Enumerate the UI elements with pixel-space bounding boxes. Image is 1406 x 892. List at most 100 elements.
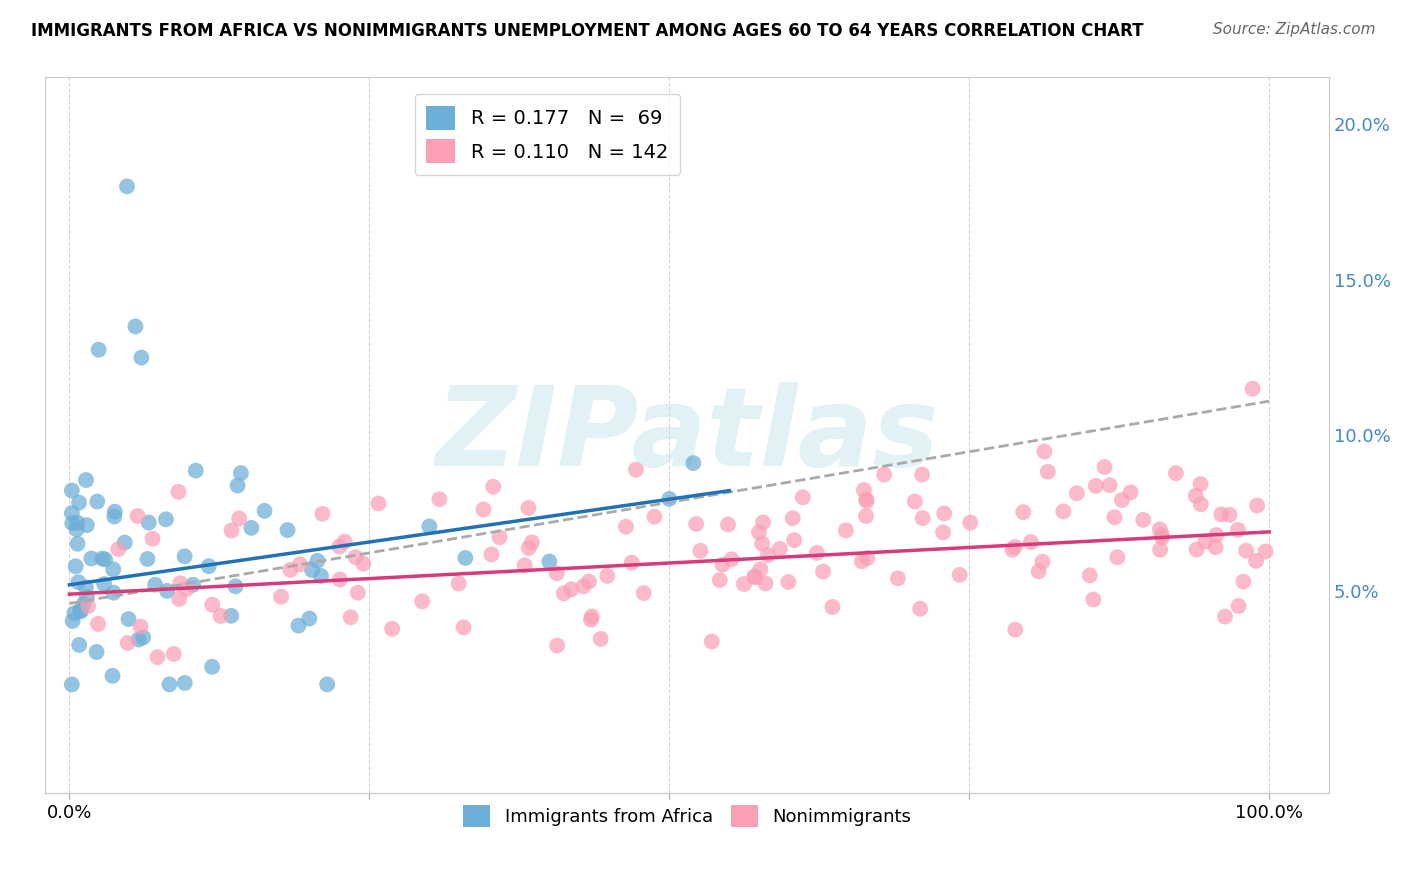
Point xyxy=(578,574,600,589)
Point xyxy=(769,541,792,556)
Point xyxy=(620,556,643,570)
Point xyxy=(1254,544,1277,558)
Point xyxy=(1149,522,1171,536)
Point xyxy=(835,524,858,538)
Point xyxy=(104,505,127,519)
Point xyxy=(855,492,877,507)
Point xyxy=(546,639,568,653)
Point xyxy=(73,597,96,611)
Point xyxy=(1028,565,1050,579)
Point xyxy=(1185,542,1208,557)
Point xyxy=(226,478,249,492)
Point xyxy=(66,537,89,551)
Point xyxy=(1219,508,1241,522)
Point xyxy=(333,534,356,549)
Point xyxy=(811,565,834,579)
Point xyxy=(219,608,242,623)
Point xyxy=(806,546,828,560)
Point xyxy=(167,484,190,499)
Point xyxy=(472,502,495,516)
Point xyxy=(852,483,875,497)
Point xyxy=(553,586,575,600)
Point xyxy=(427,492,450,507)
Point xyxy=(1189,497,1212,511)
Point xyxy=(117,636,139,650)
Point xyxy=(1189,477,1212,491)
Point xyxy=(169,576,191,591)
Point xyxy=(748,525,770,540)
Point xyxy=(633,586,655,600)
Point xyxy=(87,343,110,357)
Point xyxy=(146,650,169,665)
Point xyxy=(107,542,129,557)
Point xyxy=(1244,554,1267,568)
Point xyxy=(276,523,298,537)
Point xyxy=(143,578,166,592)
Point xyxy=(709,573,731,587)
Point xyxy=(307,554,329,568)
Point xyxy=(624,463,647,477)
Point xyxy=(309,569,332,583)
Point xyxy=(101,669,124,683)
Point xyxy=(367,496,389,510)
Point xyxy=(1119,485,1142,500)
Point xyxy=(124,319,146,334)
Point xyxy=(658,491,681,506)
Point xyxy=(115,179,138,194)
Point xyxy=(114,535,136,549)
Point xyxy=(70,604,93,618)
Point xyxy=(328,540,350,554)
Point xyxy=(75,473,97,487)
Text: Source: ZipAtlas.com: Source: ZipAtlas.com xyxy=(1212,22,1375,37)
Point xyxy=(167,591,190,606)
Point xyxy=(103,509,125,524)
Point xyxy=(80,551,103,566)
Point xyxy=(270,590,292,604)
Point xyxy=(1205,528,1227,542)
Point xyxy=(60,677,83,691)
Point xyxy=(1084,479,1107,493)
Point xyxy=(911,511,934,525)
Point xyxy=(783,533,806,548)
Point xyxy=(754,576,776,591)
Point xyxy=(856,550,879,565)
Point xyxy=(65,559,87,574)
Point xyxy=(749,562,772,576)
Point xyxy=(181,578,204,592)
Point xyxy=(418,519,440,533)
Point xyxy=(1194,534,1216,549)
Point xyxy=(482,480,505,494)
Point xyxy=(197,559,219,574)
Point xyxy=(1019,535,1042,549)
Point xyxy=(184,464,207,478)
Point xyxy=(711,558,734,572)
Point xyxy=(1012,505,1035,519)
Point xyxy=(87,616,110,631)
Point xyxy=(1152,531,1174,545)
Point xyxy=(685,516,707,531)
Point xyxy=(346,585,368,599)
Point xyxy=(1004,623,1026,637)
Point xyxy=(176,582,198,596)
Point xyxy=(1241,382,1264,396)
Point xyxy=(173,549,195,564)
Point xyxy=(887,571,910,585)
Point xyxy=(733,577,755,591)
Point xyxy=(851,554,873,568)
Text: ZIPatlas: ZIPatlas xyxy=(436,382,939,489)
Point xyxy=(287,618,309,632)
Point xyxy=(513,558,536,573)
Point xyxy=(131,351,153,365)
Point xyxy=(1031,555,1053,569)
Point xyxy=(1226,523,1249,537)
Point xyxy=(1066,486,1088,500)
Point xyxy=(75,581,97,595)
Point xyxy=(1150,527,1173,541)
Point xyxy=(614,520,637,534)
Point xyxy=(86,645,108,659)
Point xyxy=(1234,543,1257,558)
Point xyxy=(855,494,877,508)
Point xyxy=(560,582,582,597)
Point xyxy=(778,574,800,589)
Point xyxy=(1111,493,1133,508)
